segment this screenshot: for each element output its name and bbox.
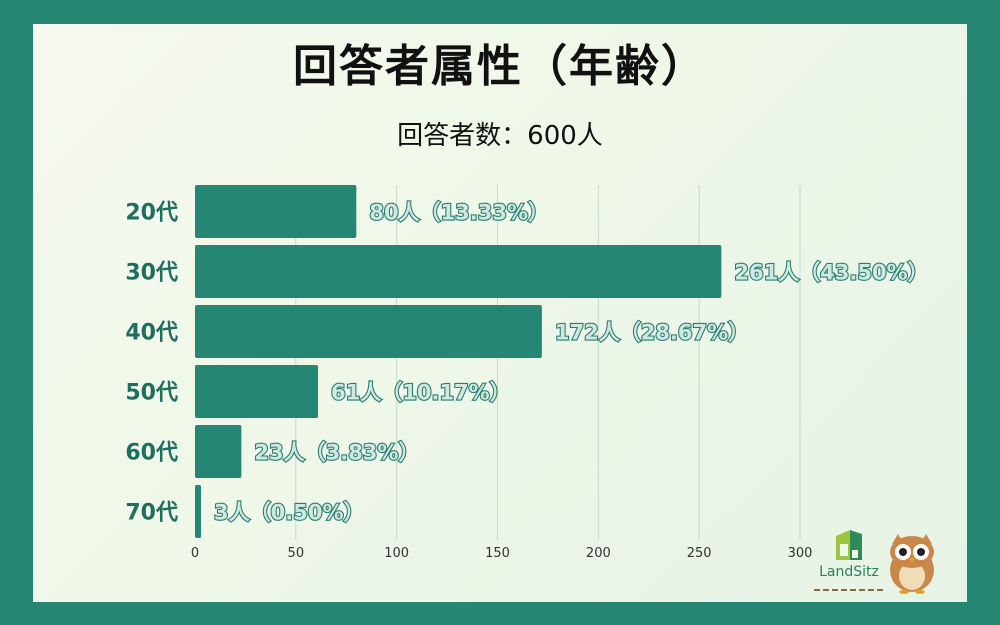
x-tick-label: 50	[288, 546, 305, 561]
data-label: 261人（43.50%）	[734, 261, 928, 285]
bar	[195, 245, 722, 298]
landsitz-logo: LandSitz	[810, 528, 888, 598]
x-tick-label: 250	[687, 546, 712, 561]
category-label: 20代	[125, 201, 178, 226]
category-label: 40代	[125, 321, 178, 346]
data-label: 23人（3.83%）	[254, 441, 419, 465]
bar	[195, 185, 357, 238]
chart-title: 回答者属性（年齢）	[293, 41, 707, 92]
bar	[195, 305, 542, 358]
owl-mascot-icon	[890, 534, 934, 594]
building-logo-icon	[836, 530, 862, 560]
x-tick-label: 150	[485, 546, 510, 561]
data-label: 172人（28.67%）	[555, 321, 749, 345]
logo-text: LandSitz	[819, 564, 879, 580]
x-tick-label: 0	[191, 546, 199, 561]
logo-underline-icon	[814, 589, 884, 591]
chart-subtitle: 回答者数：600人	[397, 121, 603, 151]
category-label: 50代	[125, 381, 178, 406]
x-tick-label: 200	[586, 546, 611, 561]
data-label: 3人（0.50%）	[214, 501, 364, 525]
x-tick-label: 300	[788, 546, 813, 561]
data-label: 80人（13.33%）	[369, 201, 549, 225]
bar	[195, 485, 202, 538]
x-tick-label: 100	[384, 546, 409, 561]
data-label: 61人（10.17%）	[331, 381, 511, 405]
category-label: 60代	[125, 441, 178, 466]
bar	[195, 425, 242, 478]
category-label: 70代	[125, 501, 178, 526]
category-label: 30代	[125, 261, 178, 286]
bar	[195, 365, 319, 418]
